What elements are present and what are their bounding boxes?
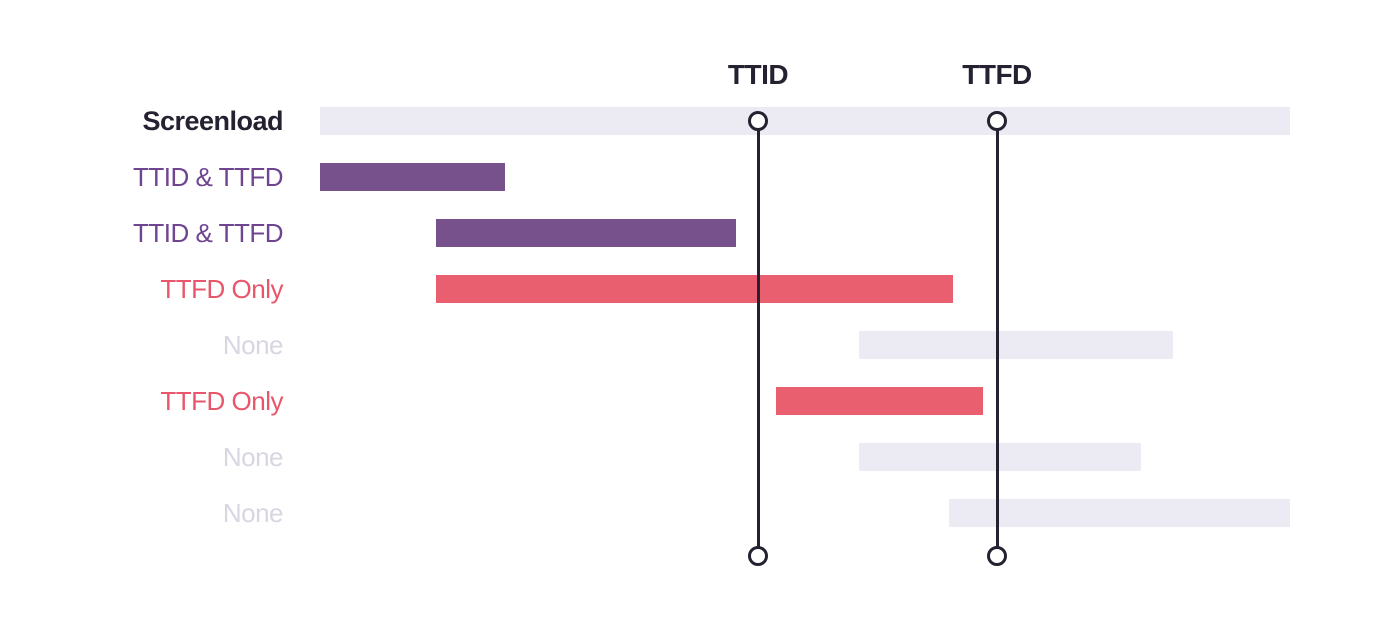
- ttid-top-circle: [747, 110, 768, 131]
- row-bar-ttid_ttfd-1: [320, 163, 505, 191]
- ttid-bottom-circle: [747, 545, 768, 566]
- ttfd-bottom-circle: [986, 545, 1007, 566]
- row-label-none-6: None: [222, 442, 284, 472]
- row-bar-none-4: [859, 331, 1173, 359]
- row-label-ttfd_only-5: TTFD Only: [160, 386, 283, 416]
- row-label-ttfd_only-3: TTFD Only: [160, 274, 283, 304]
- ttid-marker-line: [756, 121, 760, 556]
- row-bar-none-7: [949, 499, 1290, 527]
- row-bar-ttfd_only-3: [436, 275, 953, 303]
- row-bar-ttfd_only-5: [776, 387, 983, 415]
- ttfd-marker-label: TTFD: [962, 59, 1032, 90]
- row-label-screenload-0: Screenload: [142, 106, 283, 136]
- ttfd-top-circle: [986, 110, 1007, 131]
- ttid-marker-label: TTID: [727, 59, 789, 90]
- row-label-none-7: None: [222, 498, 284, 528]
- row-label-ttid_ttfd-1: TTID & TTFD: [132, 162, 284, 192]
- row-bar-none-6: [859, 443, 1141, 471]
- row-label-ttid_ttfd-2: TTID & TTFD: [132, 218, 284, 248]
- row-bar-screenload-0: [320, 107, 1290, 135]
- ttfd-marker-line: [995, 121, 999, 556]
- row-label-none-4: None: [222, 330, 284, 360]
- row-bar-ttid_ttfd-2: [436, 219, 736, 247]
